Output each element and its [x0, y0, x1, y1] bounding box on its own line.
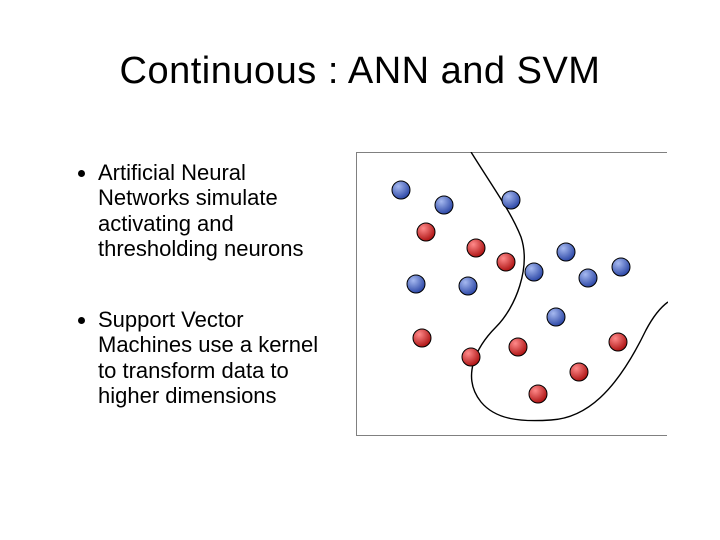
decision-boundary — [471, 152, 668, 421]
red-point — [609, 333, 627, 351]
red-point — [467, 239, 485, 257]
red-point — [497, 253, 515, 271]
blue-point — [557, 243, 575, 261]
scatter-figure — [356, 152, 668, 436]
red-point — [529, 385, 547, 403]
red-point — [570, 363, 588, 381]
red-point — [413, 329, 431, 347]
red-point — [417, 223, 435, 241]
blue-point — [459, 277, 477, 295]
red-point — [509, 338, 527, 356]
bullet-item: Support Vector Machines use a kernel to … — [98, 307, 334, 408]
red-point — [462, 348, 480, 366]
blue-point — [579, 269, 597, 287]
blue-point — [502, 191, 520, 209]
blue-point — [525, 263, 543, 281]
blue-point — [435, 196, 453, 214]
scatter-svg — [356, 152, 668, 436]
slide-title: Continuous : ANN and SVM — [0, 50, 720, 93]
bullet-item: Artificial Neural Networks simulate acti… — [98, 160, 334, 261]
blue-point — [392, 181, 410, 199]
bullet-list: Artificial Neural Networks simulate acti… — [74, 160, 334, 454]
blue-point — [407, 275, 425, 293]
blue-point — [612, 258, 630, 276]
slide: Continuous : ANN and SVM Artificial Neur… — [0, 0, 720, 540]
blue-point — [547, 308, 565, 326]
